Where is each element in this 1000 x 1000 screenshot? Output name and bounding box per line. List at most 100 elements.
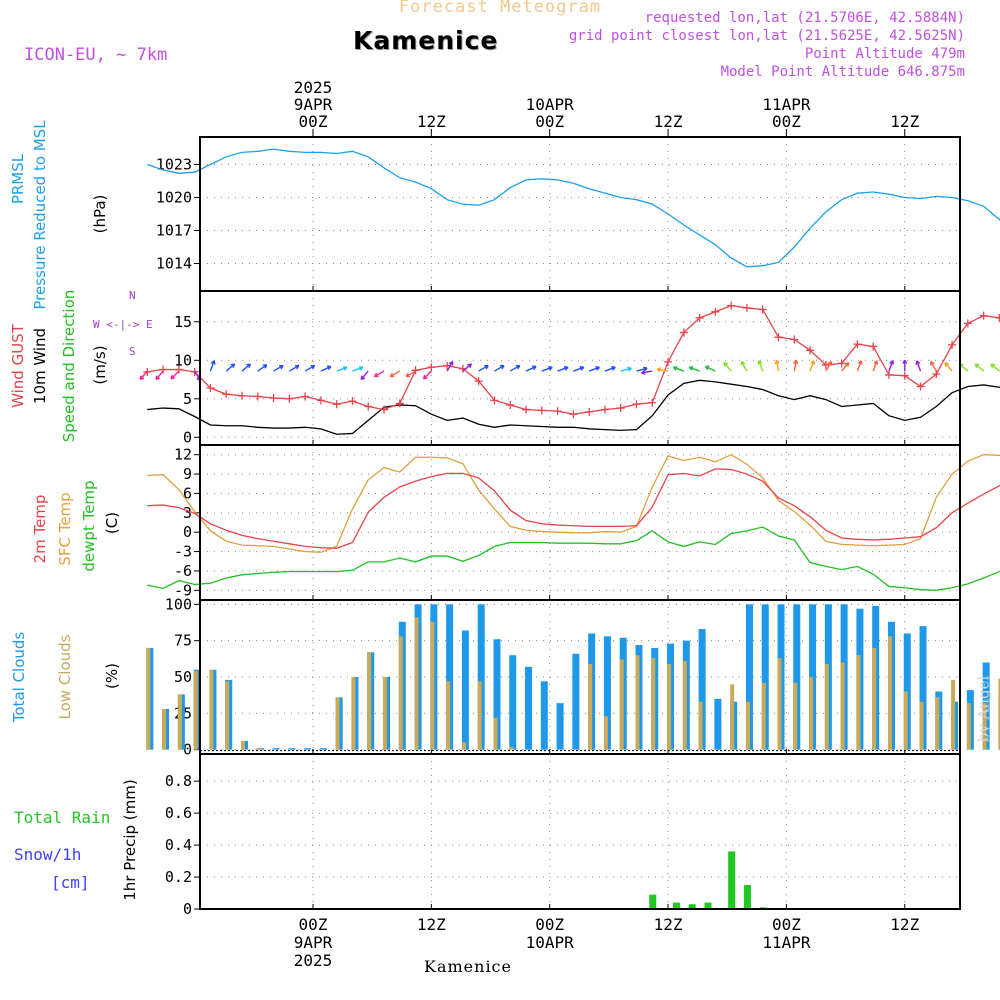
low-cloud-bar: [935, 697, 940, 750]
wind-arrow-head: [210, 360, 216, 365]
gust-marker: [522, 405, 531, 414]
total-cloud-bar: [509, 655, 517, 750]
low-cloud-bar: [335, 697, 340, 750]
gust-marker: [380, 405, 389, 414]
gust-marker: [742, 303, 751, 312]
low-cloud-bar: [588, 663, 593, 750]
low-cloud-bar: [698, 701, 703, 750]
temp-ytick-label: -6: [174, 562, 192, 580]
low-cloud-bar: [982, 703, 987, 750]
pressure-ytick-label: 1020: [156, 189, 192, 207]
wind-arrow: [793, 360, 797, 372]
wind-arrow: [525, 365, 537, 372]
compass-n: N: [129, 289, 136, 302]
low-cloud-bar: [477, 681, 482, 750]
total-cloud-bar: [304, 748, 312, 750]
total-cloud-bar: [698, 629, 706, 750]
low-cloud-bar: [351, 677, 356, 750]
gust-marker: [174, 365, 183, 374]
pressure-panel: [194, 137, 960, 291]
top-time-label: 9APR: [294, 95, 333, 114]
wind-arrow-head: [627, 366, 632, 372]
wind-arrow: [758, 360, 764, 372]
gust-marker: [490, 396, 499, 405]
low-cloud-bar: [446, 681, 451, 750]
wind-arrow-head: [595, 366, 601, 371]
wind-arrow: [740, 361, 748, 372]
wind-arrow-head: [279, 364, 284, 370]
wind-arrow: [620, 367, 632, 372]
wind-arrow-head: [563, 366, 569, 371]
low-cloud-bar: [998, 678, 1000, 750]
gust-marker: [332, 400, 341, 409]
wind-arrow-head: [360, 375, 366, 381]
low-cloud-bar: [209, 669, 214, 750]
total-cloud-bar: [761, 604, 769, 750]
low-cloud-bar: [761, 682, 766, 750]
wind-arrow: [509, 364, 521, 372]
gust-marker: [727, 301, 736, 310]
wind-arrow: [273, 364, 284, 372]
footer-location: Kamenice: [424, 957, 512, 976]
wind-arrow-head: [688, 366, 694, 371]
compass-s: S: [129, 345, 136, 358]
total-cloud-bar: [714, 698, 722, 750]
wind-arrow-head: [230, 363, 236, 368]
wind-arrow-head: [793, 359, 799, 365]
gust-marker: [569, 410, 578, 419]
temp-2m-label: 2m Temp: [31, 494, 49, 564]
wind-arrow-head: [757, 360, 763, 365]
low-cloud-bar: [919, 701, 924, 750]
low-cloud-bar: [398, 636, 403, 750]
pressure-line: [147, 148, 1000, 268]
wind-10m-label: 10m Wind: [31, 327, 49, 405]
bottom-time-label: 9APR: [294, 933, 333, 952]
gust-marker: [979, 311, 988, 320]
wind-ytick-label: 5: [183, 390, 192, 408]
gust-marker: [585, 407, 594, 416]
wind-arrow-head: [774, 359, 780, 365]
sfctemp-line: [147, 453, 1000, 553]
wind-arrow: [588, 366, 600, 372]
wind-arrow: [374, 370, 385, 378]
top-time-label: 12Z: [890, 112, 919, 131]
wind-arrow: [809, 360, 815, 372]
wind-arrow-head: [246, 363, 252, 368]
wind-arrow: [446, 361, 454, 372]
low-cloud-bar: [951, 679, 956, 750]
wind-arrow: [557, 366, 569, 372]
wind-arrow-head: [422, 374, 428, 380]
temp-dewpt-label: dewpt Temp: [80, 480, 98, 572]
top-time-label: 10APR: [526, 95, 575, 114]
wind-arrow-head: [844, 362, 850, 367]
total-cloud-bar: [556, 703, 564, 750]
wind-arrow-head: [930, 360, 935, 366]
wind-arrow-head: [889, 360, 895, 365]
rain-bar: [672, 902, 680, 909]
low-cloud-bar: [682, 661, 687, 750]
gust-marker: [316, 396, 325, 405]
wind-arrow: [825, 361, 832, 372]
low-cloud-bar: [903, 691, 908, 750]
low-cloud-bar: [840, 662, 845, 750]
cloud-ytick-label: 75: [174, 632, 192, 650]
cloud-ytick-label: 0: [183, 741, 192, 759]
precip-ytick-label: 0.6: [165, 804, 192, 822]
watermark: by Angel: [974, 675, 993, 743]
wind-arrow: [930, 361, 937, 372]
gust-marker: [395, 399, 404, 408]
gust-marker: [821, 360, 830, 369]
wind-arrow: [573, 366, 584, 372]
temp-ytick-label: 6: [183, 484, 192, 502]
low-cloud-bar: [651, 658, 656, 750]
gust-marker: [790, 335, 799, 344]
total-cloud-bar: [572, 653, 580, 750]
low-cloud-bar: [177, 694, 182, 750]
low-cloud-bar: [619, 659, 624, 750]
low-cloud-bar: [367, 652, 372, 750]
low-cloud-bar: [603, 716, 608, 750]
wind-arrow: [944, 362, 953, 372]
gust-marker: [301, 392, 310, 401]
wind-arrow: [775, 360, 780, 372]
